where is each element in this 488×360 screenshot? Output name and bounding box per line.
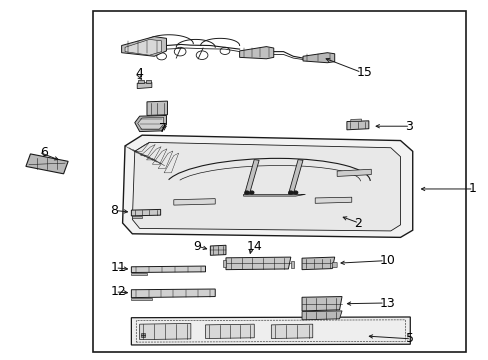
- Polygon shape: [131, 298, 152, 301]
- Polygon shape: [336, 169, 370, 176]
- Text: 9: 9: [193, 240, 201, 253]
- Polygon shape: [137, 82, 152, 89]
- Polygon shape: [138, 80, 144, 83]
- Text: 5: 5: [406, 332, 413, 345]
- Text: 1: 1: [468, 183, 476, 195]
- Polygon shape: [173, 199, 215, 205]
- Polygon shape: [350, 119, 361, 122]
- Circle shape: [249, 191, 253, 194]
- Polygon shape: [138, 117, 163, 130]
- Text: 13: 13: [379, 297, 395, 310]
- Text: 8: 8: [110, 204, 118, 217]
- Polygon shape: [122, 37, 166, 56]
- Polygon shape: [315, 197, 351, 203]
- Polygon shape: [302, 257, 334, 270]
- Polygon shape: [147, 101, 167, 116]
- Text: 15: 15: [356, 66, 372, 79]
- Text: 11: 11: [110, 261, 126, 274]
- Polygon shape: [302, 311, 341, 320]
- Polygon shape: [290, 261, 294, 267]
- Polygon shape: [225, 257, 290, 270]
- Polygon shape: [122, 135, 412, 237]
- Polygon shape: [26, 154, 68, 174]
- Text: 3: 3: [405, 120, 412, 133]
- Polygon shape: [205, 324, 254, 338]
- Polygon shape: [271, 324, 312, 338]
- Circle shape: [244, 191, 248, 194]
- Bar: [93, 12, 466, 352]
- Polygon shape: [244, 159, 259, 194]
- Text: 6: 6: [40, 145, 47, 158]
- Polygon shape: [243, 194, 305, 196]
- Polygon shape: [141, 333, 145, 337]
- Text: 10: 10: [379, 254, 395, 267]
- Polygon shape: [131, 273, 147, 275]
- Circle shape: [288, 191, 292, 194]
- Polygon shape: [125, 40, 161, 55]
- Polygon shape: [140, 323, 190, 339]
- Polygon shape: [131, 317, 409, 345]
- Text: 12: 12: [110, 285, 126, 298]
- Circle shape: [293, 191, 297, 194]
- Polygon shape: [331, 262, 336, 268]
- Polygon shape: [132, 216, 142, 218]
- Text: 4: 4: [136, 67, 143, 80]
- Polygon shape: [302, 297, 341, 311]
- Polygon shape: [146, 80, 151, 83]
- Polygon shape: [239, 46, 273, 59]
- Polygon shape: [303, 53, 334, 63]
- Polygon shape: [135, 116, 166, 132]
- Polygon shape: [346, 121, 368, 130]
- Polygon shape: [131, 210, 160, 216]
- Polygon shape: [222, 260, 225, 267]
- Polygon shape: [210, 245, 225, 255]
- Polygon shape: [131, 289, 215, 298]
- Text: 7: 7: [159, 122, 167, 135]
- Polygon shape: [132, 142, 400, 231]
- Text: 14: 14: [246, 240, 262, 253]
- Polygon shape: [288, 159, 303, 194]
- Text: 2: 2: [353, 216, 361, 230]
- Polygon shape: [131, 266, 205, 273]
